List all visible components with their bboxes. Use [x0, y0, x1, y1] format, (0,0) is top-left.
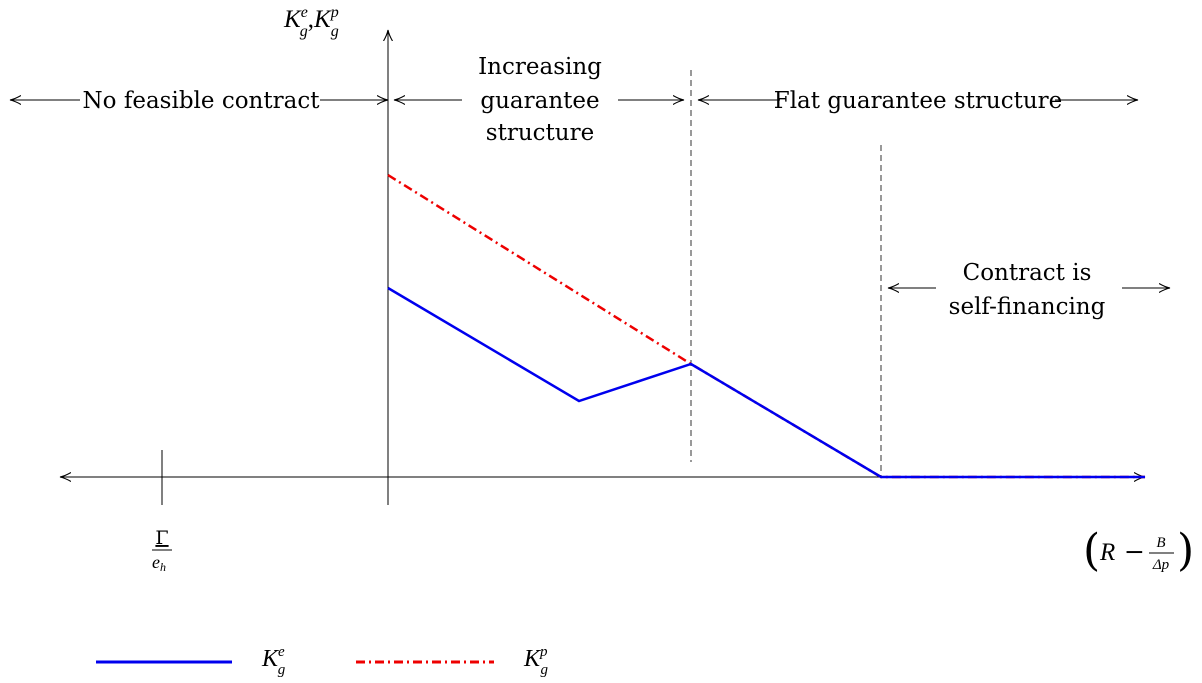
- svg-text:B: B: [1156, 535, 1165, 551]
- legend-label-kg-e: Ke g: [261, 644, 286, 678]
- x-axis-label: ( R − B Δp ): [1083, 525, 1194, 576]
- svg-text:Γ: Γ: [155, 527, 168, 549]
- region-increasing-line2: guarantee: [480, 88, 599, 114]
- legend: Ke g Kp g: [96, 644, 549, 678]
- svg-text:eh: eh: [152, 552, 166, 574]
- svg-text:Δp: Δp: [1152, 557, 1170, 573]
- region-no-feasible: No feasible contract: [83, 88, 321, 114]
- region-increasing-line3: structure: [486, 120, 594, 146]
- svg-text:−: −: [1124, 537, 1145, 566]
- region-self-line2: self-financing: [949, 294, 1106, 320]
- legend-label-kg-p: Kp g: [523, 644, 549, 678]
- region-increasing-line1: Increasing: [478, 54, 602, 80]
- curve-kg-p: [387, 173, 1145, 479]
- region-self-line1: Contract is: [963, 260, 1092, 286]
- svg-text:R: R: [1099, 539, 1115, 566]
- curve-kg-e: [387, 286, 1145, 479]
- tick-label-gamma-over-eh: Γ eh: [152, 527, 172, 574]
- y-axis-label: Ke g,Kp g: [283, 4, 339, 40]
- svg-text:(: (: [1083, 525, 1100, 576]
- svg-text:): ): [1177, 525, 1194, 576]
- region-flat: Flat guarantee structure: [774, 88, 1063, 114]
